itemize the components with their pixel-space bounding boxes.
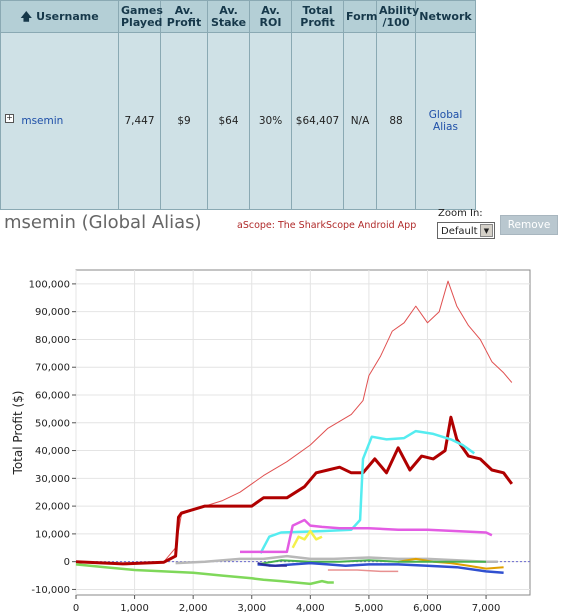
y-tick-label: 100,000 <box>29 279 70 290</box>
cell-form: N/A <box>343 32 377 210</box>
results-table: 🡅 Username Games Played Av. Profit Av. S… <box>0 0 476 210</box>
series-line <box>75 415 514 566</box>
x-tick-label: 5,000 <box>355 603 384 614</box>
chart-grid <box>75 269 531 596</box>
table-header-row: 🡅 Username Games Played Av. Profit Av. S… <box>0 0 476 33</box>
cell-total-profit: $64,407 <box>291 32 344 210</box>
series-line <box>259 429 476 554</box>
x-tick-label: 7,000 <box>472 603 501 614</box>
series-line <box>75 563 334 586</box>
series-line <box>240 518 493 554</box>
x-tick-label: 6,000 <box>413 603 442 614</box>
remove-button[interactable]: Remove <box>500 215 558 235</box>
y-tick-label: 70,000 <box>35 363 70 374</box>
username-link[interactable]: msemin <box>21 115 64 127</box>
network-link[interactable]: Global Alias <box>428 109 463 133</box>
cell-av-roi: 30% <box>249 32 292 210</box>
cell-username: + msemin <box>0 32 119 210</box>
series-line <box>175 554 498 565</box>
x-tick-label: 1,000 <box>120 603 149 614</box>
cell-ability: 88 <box>376 32 416 210</box>
series-line <box>291 529 323 549</box>
y-tick-label: 50,000 <box>35 418 70 429</box>
profit-chart: 0 1,000 2,000 3,000 4,000 5,000 6,000 7,000 -10,… <box>11 269 531 615</box>
x-tick-label: 3,000 <box>237 603 266 614</box>
series-line <box>257 561 504 575</box>
zoom-select-value: Default <box>441 226 478 237</box>
cell-network: Global Alias <box>415 32 476 210</box>
cell-games-played: 7,447 <box>118 32 161 210</box>
series-line <box>327 569 399 573</box>
y-tick-label: -10,000 <box>31 585 70 596</box>
y-axis-label: Total Profit ($) <box>11 391 25 476</box>
zoom-select[interactable]: Default ▼ <box>437 222 495 239</box>
plot-area <box>75 269 531 596</box>
col-username[interactable]: 🡅 Username <box>0 0 119 33</box>
col-network[interactable]: Network <box>415 0 476 33</box>
series-line <box>257 562 287 567</box>
y-tick-label: 0 <box>64 557 70 568</box>
col-total-profit[interactable]: Total Profit <box>291 0 344 33</box>
y-tick-label: 10,000 <box>35 529 70 540</box>
dropdown-arrow-icon[interactable]: ▼ <box>480 224 493 237</box>
table-row: + msemin 7,447 $9 $64 30% $64,407 N/A 88… <box>0 32 476 210</box>
col-av-profit[interactable]: Av. Profit <box>160 0 208 33</box>
ascope-link[interactable]: aScope: The SharkScope Android App <box>237 220 417 231</box>
chart-axes: 0 1,000 2,000 3,000 4,000 5,000 6,000 7,000 -10,… <box>11 279 500 615</box>
col-av-roi[interactable]: Av. ROI <box>249 0 292 33</box>
col-av-stake[interactable]: Av. Stake <box>207 0 250 33</box>
col-ability[interactable]: Ability /100 <box>376 0 419 33</box>
cell-av-profit: $9 <box>160 32 208 210</box>
chart-series <box>75 280 514 586</box>
cell-av-stake: $64 <box>207 32 250 210</box>
expand-plus-icon[interactable]: + <box>5 112 14 123</box>
alias-title: msemin (Global Alias) <box>4 212 202 233</box>
x-tick-label: 0 <box>73 603 79 614</box>
series-line <box>398 557 504 570</box>
col-form[interactable]: Form <box>343 0 378 33</box>
x-tick-label: 4,000 <box>296 603 325 614</box>
col-games-played[interactable]: Games Played <box>118 0 163 33</box>
zoom-label: Zoom In: <box>438 208 483 219</box>
y-tick-label: 80,000 <box>35 335 70 346</box>
sort-up-arrow-icon[interactable]: 🡅 <box>20 9 32 23</box>
y-tick-label: 60,000 <box>35 391 70 402</box>
y-tick-label: 90,000 <box>35 307 70 318</box>
y-tick-label: 20,000 <box>35 502 70 513</box>
x-tick-label: 2,000 <box>179 603 208 614</box>
y-tick-label: 30,000 <box>35 474 70 485</box>
y-tick-label: 40,000 <box>35 446 70 457</box>
series-line <box>257 559 487 566</box>
